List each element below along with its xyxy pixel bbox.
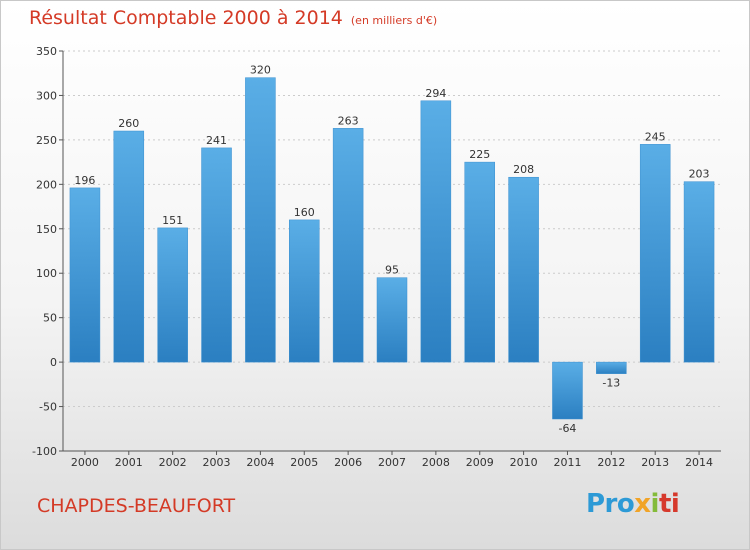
y-tick-label: 100 [36,267,57,280]
x-tick-label-2014: 2014 [685,456,713,469]
data-label-2002: 151 [162,214,183,227]
x-tick-label-2007: 2007 [378,456,406,469]
x-tick-label-2002: 2002 [159,456,187,469]
data-label-2010: 208 [513,163,534,176]
x-tick-label-2000: 2000 [71,456,99,469]
y-tick-label: -50 [39,401,57,414]
data-label-2008: 294 [425,87,446,100]
data-label-2000: 196 [74,174,95,187]
y-tick-label: 50 [43,312,57,325]
y-tick-label: -100 [32,445,57,458]
bar-2013 [639,144,671,363]
bar-2002 [157,227,188,363]
data-label-2006: 263 [338,114,359,127]
chart-subtitle: (en milliers d'€) [350,14,438,27]
bar-2009 [464,161,495,363]
bar-2006 [332,128,364,363]
bar-2011 [552,361,583,420]
bar-2014 [683,181,715,363]
x-tick-label-2006: 2006 [334,456,362,469]
y-tick-label: 0 [50,356,57,369]
data-label-2005: 160 [294,206,315,219]
x-tick-label-2011: 2011 [553,456,581,469]
chart-title-block: Résultat Comptable 2000 à 2014 (en millie… [29,7,437,29]
bar-2012 [596,361,627,374]
data-label-2001: 260 [118,117,139,130]
bar-2007 [376,277,408,363]
proxiti-logo: Proxiti [586,489,680,519]
bar-2003 [201,147,232,363]
y-tick-label: 300 [36,89,57,102]
y-tick-label: 250 [36,134,57,147]
x-tick-label-2001: 2001 [115,456,143,469]
bar-2001 [113,130,145,363]
bar-2004 [245,77,276,363]
bar-2010 [508,176,539,363]
y-tick-label: 200 [36,178,57,191]
data-label-2007: 95 [385,264,399,277]
bar-2008 [420,100,452,363]
data-label-2004: 320 [250,64,271,77]
chart-title: Résultat Comptable 2000 à 2014 [29,7,343,29]
y-tick-label: 150 [36,223,57,236]
x-tick-label-2005: 2005 [290,456,318,469]
data-label-2014: 203 [689,168,710,181]
data-label-2009: 225 [469,148,490,161]
x-tick-label-2004: 2004 [246,456,274,469]
y-tick-label: 350 [36,45,57,58]
data-label-2012: -13 [602,377,620,390]
bar-2000 [69,187,101,363]
x-tick-label-2009: 2009 [466,456,494,469]
bar-2005 [289,219,320,363]
place-name: CHAPDES-BEAUFORT [37,495,236,517]
x-tick-label-2003: 2003 [203,456,231,469]
x-tick-label-2008: 2008 [422,456,450,469]
data-label-2011: -64 [558,422,576,435]
data-label-2003: 241 [206,134,227,147]
x-tick-label-2013: 2013 [641,456,669,469]
data-label-2013: 245 [645,130,666,143]
x-tick-label-2010: 2010 [510,456,538,469]
x-tick-label-2012: 2012 [597,456,625,469]
